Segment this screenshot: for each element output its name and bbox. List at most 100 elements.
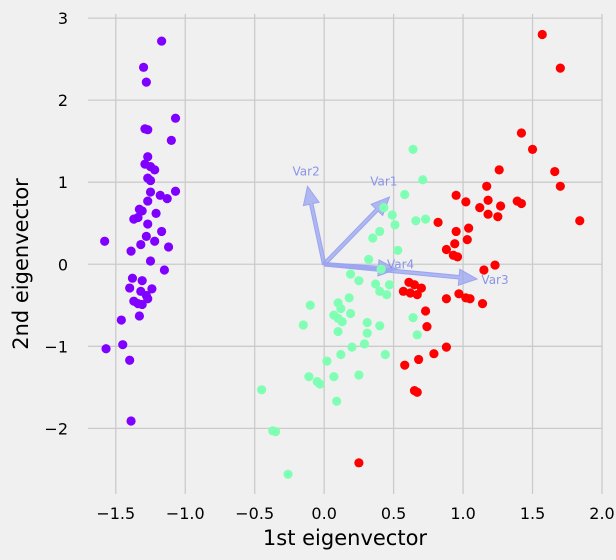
scatter-point-series-1 <box>137 276 147 286</box>
scatter-point-series-1 <box>126 246 136 256</box>
scatter-point-series-3 <box>412 290 422 300</box>
scatter-point-series-1 <box>138 62 149 72</box>
scatter-point-series-2 <box>370 279 381 289</box>
scatter-point-series-1 <box>163 242 174 252</box>
scatter-point-series-2 <box>347 342 357 352</box>
scatter-point-series-3 <box>516 128 527 138</box>
scatter-point-series-1 <box>125 355 135 365</box>
scatter-point-series-1 <box>100 236 110 246</box>
scatter-point-series-2 <box>315 379 325 389</box>
scatter-point-series-3 <box>555 63 565 73</box>
x-tick-label: 2.0 <box>589 504 614 523</box>
arrow-label-var3: Var3 <box>481 273 508 287</box>
scatter-point-series-3 <box>482 181 492 191</box>
y-tick-label: 0 <box>58 255 68 274</box>
scatter-point-series-2 <box>411 216 421 226</box>
arrow-var2 <box>302 185 327 266</box>
scatter-point-series-2 <box>384 280 395 290</box>
scatter-point-series-1 <box>157 226 167 237</box>
scatter-point-series-3 <box>483 209 493 219</box>
scatter-point-series-2 <box>344 293 354 303</box>
scatter-point-series-1 <box>145 187 156 197</box>
x-tick-labels: −1.5 −1.0 −0.5 0.0 0.5 1.0 1.5 2.0 <box>96 504 614 523</box>
scatter-point-series-2 <box>380 349 390 360</box>
scatter-point-series-3 <box>479 265 489 275</box>
scatter-point-series-1 <box>136 239 146 250</box>
x-tick-label: 0.0 <box>311 504 336 523</box>
scatter-point-series-1 <box>170 186 181 196</box>
scatter-point-series-2 <box>336 349 346 360</box>
scatter-point-series-1 <box>141 231 151 241</box>
arrow-var1 <box>322 196 391 267</box>
scatter-point-series-2 <box>305 300 315 310</box>
x-tick-label: −1.5 <box>96 504 135 523</box>
scatter-point-series-3 <box>433 217 443 228</box>
scatter-point-series-1 <box>126 416 136 426</box>
scatter-point-series-3 <box>493 212 503 222</box>
scatter-point-series-1 <box>137 299 147 310</box>
scatter-point-series-3 <box>475 203 485 213</box>
scatter-point-series-3 <box>555 181 565 191</box>
scatter-point-series-2 <box>362 317 372 328</box>
scatter-point-series-2 <box>375 226 385 237</box>
scatter-point-series-3 <box>537 29 547 40</box>
scatter-point-series-3 <box>461 197 471 207</box>
scatter-point-series-2 <box>283 469 293 479</box>
x-tick-label: −1.0 <box>166 504 205 523</box>
scatter-point-series-3 <box>354 458 364 468</box>
scatter-point-series-2 <box>412 330 422 340</box>
grid-lines <box>88 14 603 494</box>
scatter-point-series-2 <box>379 203 389 213</box>
scatter-point-series-2 <box>270 427 281 437</box>
scatter-point-series-1 <box>162 194 172 204</box>
scatter-point-series-1 <box>143 219 153 229</box>
scatter-point-series-2 <box>354 370 364 380</box>
scatter-point-series-1 <box>118 340 128 350</box>
y-tick-label: 1 <box>58 173 68 192</box>
data-points <box>100 29 585 479</box>
scatter-point-series-3 <box>441 294 452 304</box>
scatter-point-series-3 <box>483 195 493 205</box>
scatter-point-series-1 <box>145 175 156 186</box>
scatter-point-series-3 <box>409 280 420 290</box>
scatter-point-series-2 <box>332 396 342 406</box>
y-tick-label: 2 <box>58 91 68 110</box>
x-tick-label: −0.5 <box>235 504 274 523</box>
scatter-point-series-1 <box>145 256 156 266</box>
scatter-point-series-1 <box>150 236 160 246</box>
scatter-point-series-2 <box>418 175 428 185</box>
scatter-point-series-3 <box>550 166 560 177</box>
scatter-point-series-3 <box>477 299 488 309</box>
scatter-point-series-1 <box>170 113 181 123</box>
arrow-label-var2: Var2 <box>293 165 320 179</box>
scatter-point-series-2 <box>393 245 403 255</box>
y-tick-label: 3 <box>58 9 68 28</box>
scatter-point-series-2 <box>304 372 314 382</box>
scatter-point-series-1 <box>127 273 138 283</box>
x-tick-label: 0.5 <box>381 504 406 523</box>
scatter-point-series-3 <box>464 223 474 233</box>
scatter-point-series-3 <box>420 306 431 316</box>
scatter-point-series-2 <box>298 320 308 330</box>
x-tick-label: 1.0 <box>450 504 475 523</box>
scatter-point-series-1 <box>151 208 161 218</box>
scatter-point-series-3 <box>451 226 461 237</box>
scatter-point-series-1 <box>101 344 111 354</box>
scatter-point-series-2 <box>359 339 370 349</box>
scatter-point-series-3 <box>429 349 439 359</box>
x-axis-label: 1st eigenvector <box>263 526 428 550</box>
scatter-point-series-1 <box>137 206 147 216</box>
y-tick-label: −1 <box>44 337 68 356</box>
scatter-point-series-3 <box>494 165 504 175</box>
variable-arrow-labels: Var1 Var2 Var3 Var4 <box>293 165 509 287</box>
scatter-point-series-3 <box>575 216 585 226</box>
scatter-point-series-1 <box>125 283 135 293</box>
scatter-point-series-2 <box>382 290 392 300</box>
scatter-point-series-2 <box>420 214 431 224</box>
scatter-point-series-3 <box>405 288 415 298</box>
scatter-point-series-1 <box>157 36 167 46</box>
scatter-point-series-1 <box>141 77 151 87</box>
scatter-point-series-1 <box>143 196 153 206</box>
y-tick-label: −2 <box>44 419 68 438</box>
arrow-label-var4: Var4 <box>387 257 414 271</box>
